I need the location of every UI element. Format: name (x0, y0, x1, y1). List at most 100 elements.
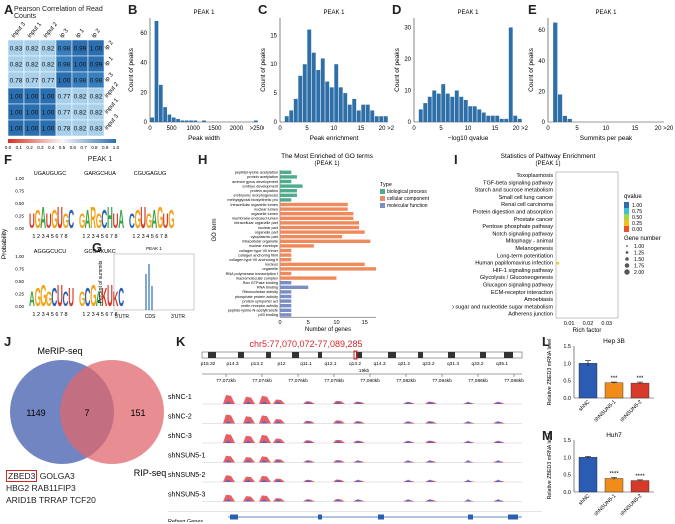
x-axis-title: Peak enrichment (310, 135, 359, 142)
y-tick-label: 10 (270, 62, 277, 68)
qpcr-y-tick: 1.5 (563, 344, 571, 350)
pathway-enrichment-chart: Statistics of Pathway Enrichment(PEAK 1)… (452, 153, 661, 334)
ideogram-band-label: q21.2 (398, 361, 410, 367)
y-tick-label: 60 (140, 31, 147, 37)
y-tick-label: 10 (404, 88, 411, 94)
heatmap-cell-value: 0.82 (42, 62, 55, 69)
x-tick-label: 500 (167, 126, 178, 132)
go-term-bar (280, 193, 297, 197)
track-label: shNC-2 (168, 414, 192, 421)
color-scale-tick: 0.5 (59, 145, 66, 150)
histogram-bar (154, 20, 159, 122)
x-tick-label: 0 (278, 126, 282, 132)
highlighted-gene: ZBED3 (6, 470, 38, 482)
go-term-label: cytoplasmic part (251, 235, 279, 239)
x-tick-label: >2500 (250, 126, 264, 132)
pathway-label: TGF-beta signaling pathway (483, 180, 553, 186)
histogram-bar (477, 109, 482, 122)
y-tick-label: 20 (404, 57, 411, 63)
histogram-bar (343, 93, 348, 122)
histogram-bar (184, 120, 189, 122)
histogram-bar (486, 115, 491, 122)
x-tick-label: 5 (575, 126, 579, 132)
gene-exon (468, 514, 473, 520)
pathway-x-axis-title: Rich factor (573, 328, 602, 334)
x-tick-label: 20 >20 (513, 126, 528, 132)
gene-number-legend-tick: 1.00 (634, 244, 644, 250)
go-term-bar (280, 253, 292, 257)
y-tick-label: 15 (270, 33, 277, 39)
go-term-label: protein acetylation (247, 175, 278, 179)
qpcr-y-tick: 0.5 (563, 473, 571, 479)
go-term-label: protein acylation (250, 189, 278, 193)
coordinate-label: 77,074kb (252, 378, 272, 384)
go-legend-label: cellular component (387, 196, 430, 202)
go-term-bar (280, 212, 354, 216)
histogram-bar (193, 120, 198, 122)
go-term-bar (280, 179, 292, 184)
track-label: shNSUN5-1 (168, 453, 205, 460)
y-tick-label: 0 (408, 120, 412, 126)
motif-letter: G (46, 289, 52, 311)
ideogram-band (504, 352, 513, 358)
motif-consensus: GARGCHUA (84, 171, 116, 177)
gene-name: TCF20 (69, 495, 96, 505)
histogram-bar (459, 96, 464, 122)
significance-mark: *** (610, 376, 618, 382)
coordinate-label: 77,088kb (504, 378, 524, 384)
heatmap-cell-value: 1.00 (10, 110, 23, 117)
track-label: shNSUN5-2 (168, 472, 205, 479)
go-term-label: embryonic morphogenesis (233, 194, 278, 198)
venn-rip-only-count: 151 (130, 408, 145, 418)
histogram-bar (334, 64, 339, 122)
go-y-axis-title: GO term (212, 218, 218, 241)
pathway-label: Amino sugar and nucleotide sugar metabol… (452, 304, 553, 310)
ideogram-band-label: p14.3 (226, 361, 238, 367)
go-subtitle: (PEAK 1) (314, 161, 339, 167)
bar-chart-hep3b: Hep 3B 0.0 0.5 1.0 1.5 Relative ZBED3 mRNA le… (547, 338, 654, 423)
qvalue-legend-tick: 0.50 (632, 215, 642, 221)
x-tick-label: 10 (331, 126, 338, 132)
go-term-bar (280, 184, 303, 188)
histogram-bar (284, 116, 289, 122)
x-axis-title: Peak width (188, 135, 220, 142)
pathway-label: Notch signaling pathway (492, 231, 553, 237)
y-axis-title: Count of peaks (128, 47, 135, 91)
histogram-bar (499, 118, 504, 122)
motif-letter: U (46, 211, 52, 233)
ideogram-band-label: p13.2 (251, 361, 263, 367)
heatmap-cell-value: 0.99 (74, 46, 87, 53)
histogram-bar (513, 115, 518, 122)
histogram-bar (311, 52, 316, 122)
motif-letter: A (118, 206, 124, 234)
go-term-label: organelle lumen (251, 212, 278, 216)
motif-letter: U (29, 211, 35, 233)
input-coverage-track (202, 479, 522, 482)
motif-positions: 1 2 3 4 5 6 7 8 (132, 234, 167, 240)
heatmap-cell-value: 0.98 (58, 62, 71, 69)
y-tick-label: 5 (274, 91, 278, 97)
qvalue-legend-tick: 0.75 (632, 209, 642, 215)
histogram-bar (436, 93, 441, 122)
ideogram-band-label: q13.2 (349, 361, 361, 367)
go-term-bar (280, 235, 343, 239)
go-term-label: organelle part (255, 230, 279, 234)
color-scale-tick: 0.3 (37, 145, 44, 150)
venn-rip-label: RIP-seq (134, 468, 167, 478)
heatmap-row-label: input 1 (104, 97, 121, 115)
color-scale-tick: 0.7 (80, 145, 87, 150)
go-term-label: Ran GTPase binding (243, 281, 278, 285)
motif-letter: C (129, 211, 135, 233)
go-term-bar (280, 198, 292, 202)
metagene-title: PEAK 1 (146, 246, 162, 251)
ideogram-band-label: q12.1 (324, 361, 336, 367)
go-term-bar (280, 308, 292, 312)
motif-consensus: AGGGCUCU (34, 249, 66, 255)
coverage-track (202, 434, 522, 443)
qpcr-bar (604, 478, 624, 493)
significance-mark: *** (636, 376, 644, 382)
pathway-subtitle: (PEAK 1) (535, 161, 560, 167)
y-tick-label: 40 (140, 61, 147, 67)
gene-number-legend-tick: 1.25 (634, 251, 644, 257)
x-tick-label: 1500 (208, 126, 222, 132)
